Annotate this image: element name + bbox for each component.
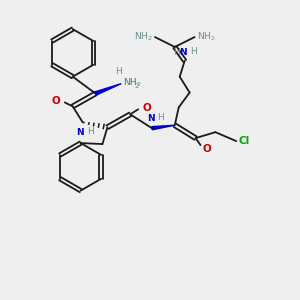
Text: Cl: Cl (238, 136, 249, 146)
Text: N: N (76, 128, 83, 137)
Text: N: N (179, 48, 187, 57)
Text: H: H (115, 67, 122, 76)
Polygon shape (95, 84, 121, 95)
Text: NH$_2$: NH$_2$ (196, 31, 215, 43)
Polygon shape (152, 125, 175, 130)
Text: NH$_2$: NH$_2$ (134, 31, 153, 43)
Text: H: H (173, 48, 180, 57)
Text: H: H (157, 113, 164, 122)
Text: O: O (142, 103, 151, 113)
Text: H: H (190, 47, 196, 56)
Text: O: O (202, 144, 211, 154)
Text: NH: NH (123, 78, 137, 87)
Text: 2: 2 (134, 82, 139, 88)
Text: H: H (88, 127, 94, 136)
Text: N: N (147, 114, 155, 123)
Text: NH$_2$: NH$_2$ (123, 76, 142, 89)
Text: O: O (51, 97, 60, 106)
